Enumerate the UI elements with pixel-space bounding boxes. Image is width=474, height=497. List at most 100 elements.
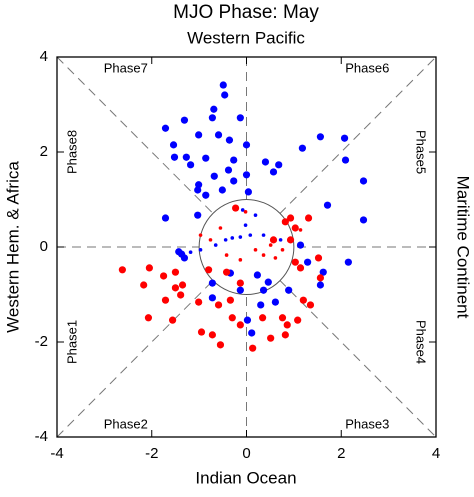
data-point	[296, 241, 305, 249]
data-point	[188, 250, 193, 255]
y-tick-label: 2	[40, 143, 48, 160]
data-point	[228, 314, 236, 322]
data-point	[269, 168, 278, 176]
data-point	[236, 286, 244, 294]
data-point	[144, 314, 153, 322]
phase-label: Phase2	[104, 416, 148, 431]
data-point	[268, 243, 273, 247]
data-point	[243, 223, 248, 227]
data-point	[168, 316, 177, 324]
y-axis-label: Western Hem. & Africa	[3, 161, 22, 333]
x-tick-label: 2	[337, 445, 345, 462]
y-tick-label: 0	[40, 238, 48, 255]
y-tick-label: 4	[40, 48, 48, 65]
data-point	[304, 214, 313, 222]
data-point	[259, 314, 267, 322]
data-point	[218, 226, 223, 230]
data-point	[208, 279, 216, 287]
data-point	[223, 268, 231, 276]
data-point	[253, 213, 258, 217]
data-point	[118, 266, 126, 274]
data-point	[197, 328, 206, 336]
data-point	[161, 296, 170, 304]
data-point	[253, 248, 258, 252]
data-point	[198, 233, 203, 237]
x-axis-label: Indian Ocean	[195, 468, 296, 487]
data-point	[195, 298, 203, 306]
phase-label: Phase4	[414, 320, 429, 364]
phase-label: Phase1	[64, 320, 79, 364]
data-point	[253, 271, 261, 279]
data-point	[214, 131, 223, 139]
data-point	[283, 321, 291, 329]
data-point	[249, 344, 257, 352]
data-point	[298, 144, 307, 152]
data-point	[161, 214, 170, 222]
data-point	[316, 133, 325, 141]
data-point	[314, 254, 323, 262]
data-point	[208, 114, 216, 122]
data-point	[271, 298, 279, 306]
y-tick-label: -4	[35, 428, 48, 445]
data-point	[243, 316, 252, 324]
data-point	[261, 158, 270, 166]
data-point	[210, 172, 218, 180]
data-point	[296, 264, 305, 272]
data-point	[230, 177, 238, 185]
data-point	[208, 238, 213, 242]
data-point	[171, 284, 180, 292]
data-point	[224, 166, 233, 174]
phase-label: Phase7	[104, 60, 148, 75]
plot-background	[56, 56, 437, 438]
data-point	[180, 116, 189, 124]
data-point	[226, 296, 234, 304]
data-point	[202, 154, 210, 162]
data-point	[359, 216, 368, 224]
data-point	[244, 188, 252, 196]
data-point	[208, 331, 216, 339]
data-point	[291, 258, 299, 266]
data-point	[298, 228, 303, 232]
data-point	[140, 281, 148, 289]
data-point	[194, 211, 202, 219]
data-point	[219, 81, 227, 89]
phase-label: Phase5	[414, 130, 429, 174]
data-point	[177, 291, 185, 299]
data-point	[202, 191, 210, 199]
data-point	[291, 224, 299, 232]
data-point	[178, 281, 187, 289]
data-point	[359, 177, 368, 185]
data-point	[225, 136, 234, 144]
data-point	[294, 316, 302, 324]
data-point	[242, 141, 251, 149]
data-point	[267, 334, 275, 342]
data-point	[214, 301, 223, 309]
x-tick-label: 0	[242, 445, 250, 462]
data-point	[161, 124, 170, 132]
data-point	[278, 238, 283, 242]
data-point	[198, 248, 203, 252]
data-point	[285, 286, 293, 294]
top-label: Western Pacific	[187, 28, 305, 47]
data-point	[213, 243, 218, 247]
data-point	[280, 248, 285, 252]
data-point	[248, 329, 256, 337]
data-point	[316, 281, 325, 289]
data-point	[273, 256, 278, 260]
data-point	[223, 238, 228, 242]
data-point	[171, 268, 180, 276]
data-point	[319, 268, 327, 276]
data-point	[236, 114, 244, 122]
data-point	[218, 186, 226, 194]
phase-label: Phase6	[345, 60, 389, 75]
data-point	[344, 258, 352, 266]
data-point	[340, 134, 349, 142]
data-point	[323, 201, 332, 209]
data-point	[242, 171, 251, 179]
data-point	[238, 235, 243, 239]
data-point	[169, 141, 178, 149]
data-point	[269, 236, 278, 244]
data-point	[224, 253, 229, 257]
data-point	[257, 301, 265, 309]
